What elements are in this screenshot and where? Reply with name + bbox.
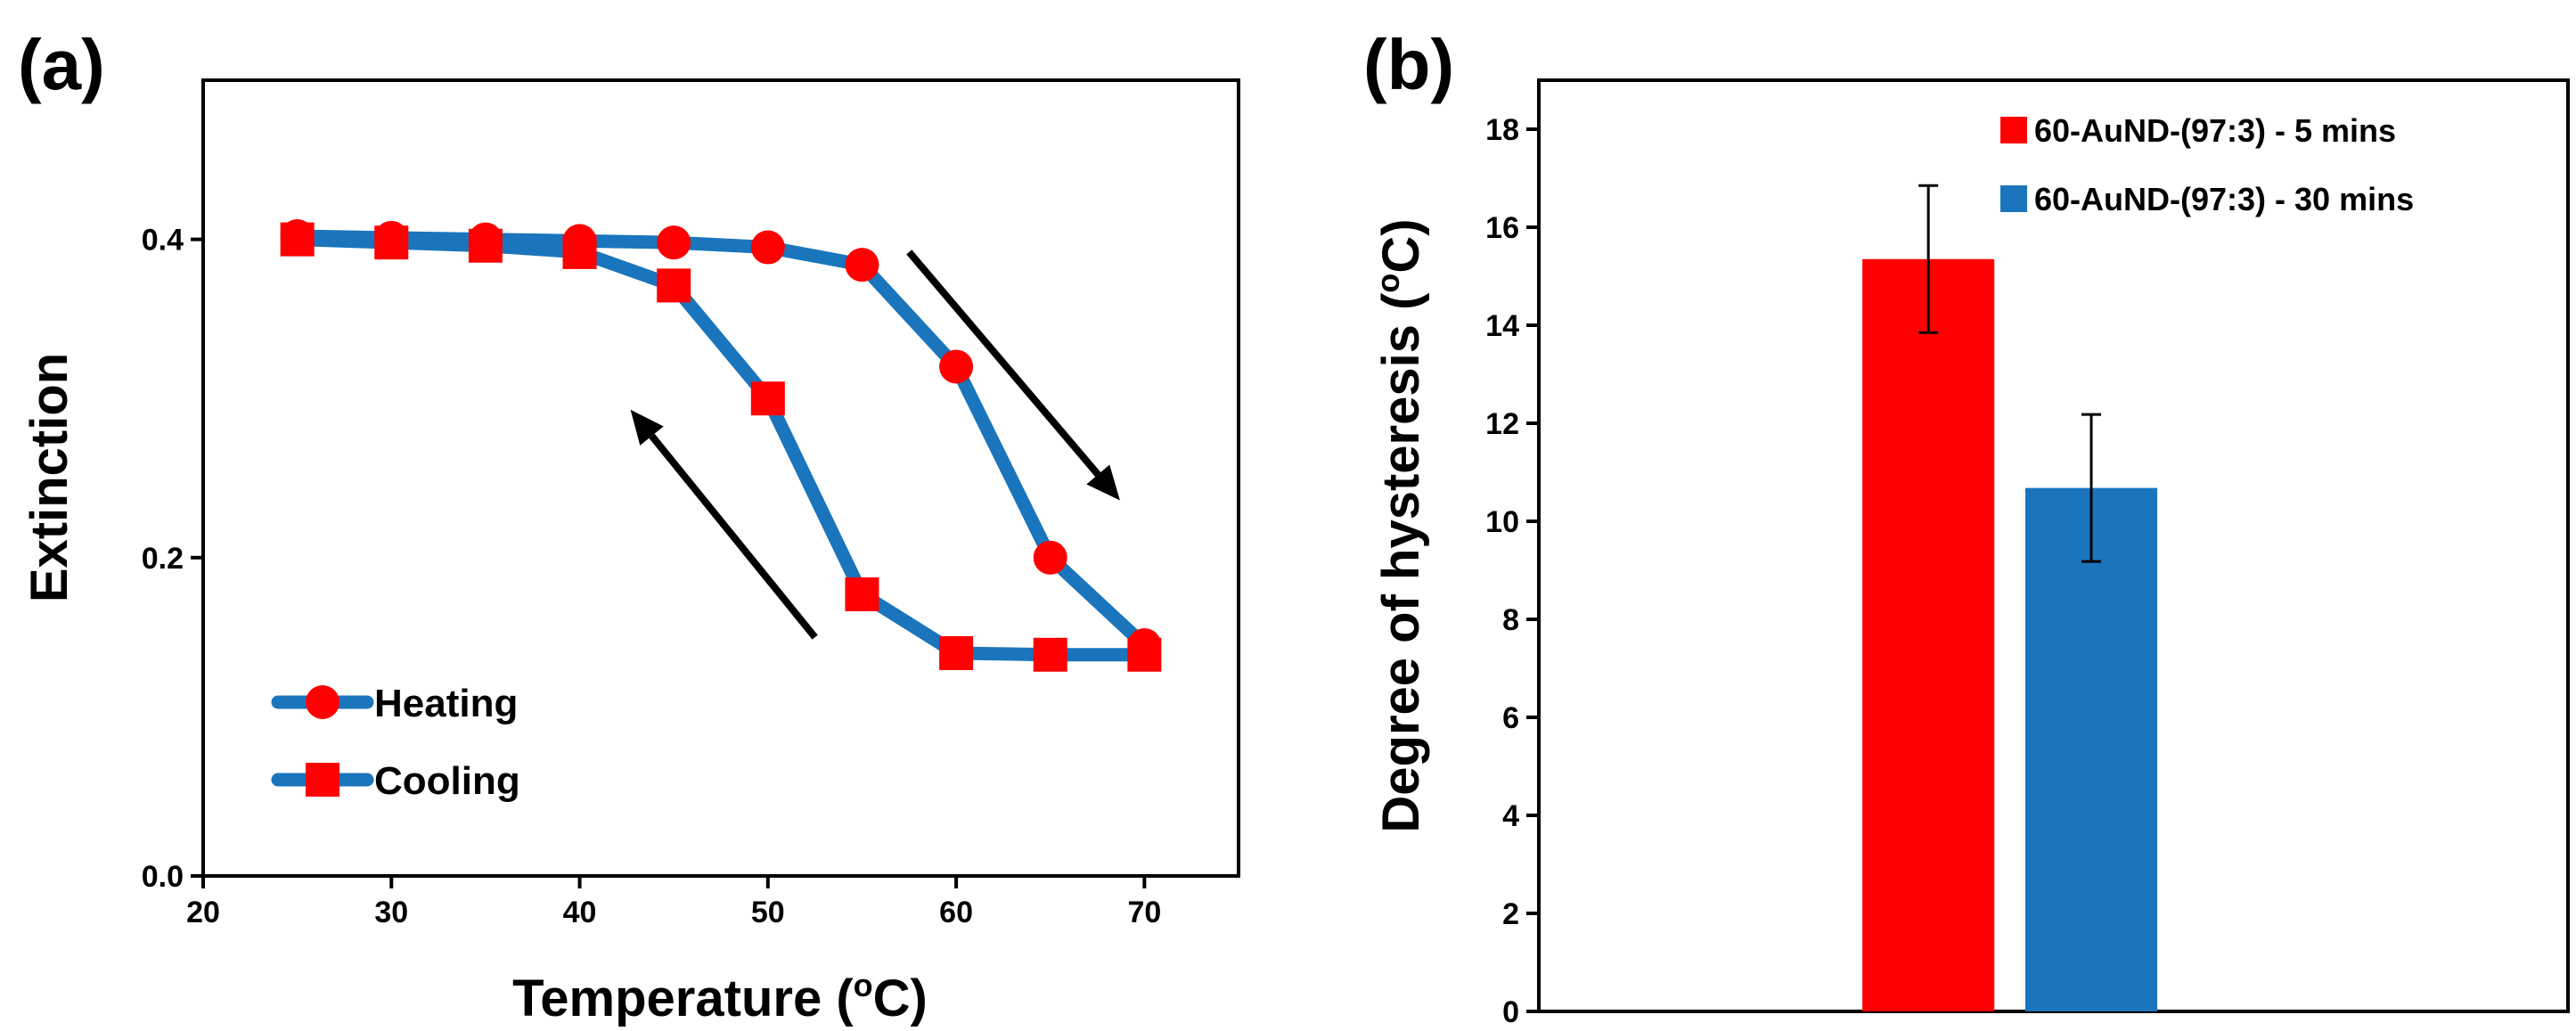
bar-30-mins (2024, 487, 2158, 1011)
legend-30min-swatch (2000, 185, 2027, 212)
y-tick-label-b: 2 (1502, 897, 1519, 931)
legend-a: Heating Cooling (271, 682, 520, 803)
heating-point (562, 224, 597, 258)
legend-heating-label: Heating (374, 682, 518, 725)
y-tick-label-b: 14 (1485, 309, 1519, 343)
x-tick-label-a: 40 (563, 896, 597, 929)
legend-5min-swatch (2000, 117, 2027, 143)
y-tick-label-b: 12 (1485, 407, 1519, 441)
cooling-point (845, 577, 879, 611)
y-axis-title-b: Degree of hysteresis (oC) (1370, 218, 1430, 832)
y-tick-label-b: 0 (1502, 995, 1519, 1029)
series-group-a (280, 219, 1162, 672)
arrow-head-heating (1086, 464, 1120, 501)
y-axis-ticks-b: 0 2 4 6 8 10 12 14 16 18 (1485, 113, 1539, 1029)
legend-5min: 60-AuND-(97:3) - 5 mins (2000, 112, 2396, 149)
x-tick-label-a: 50 (751, 896, 785, 929)
heating-point (657, 225, 691, 260)
y-tick-label-b: 6 (1502, 701, 1519, 735)
legend-cooling-marker (306, 763, 339, 797)
heating-point (280, 219, 315, 254)
heating-point (1033, 540, 1067, 575)
y-axis-title-a: Extinction (20, 353, 78, 602)
direction-arrows (630, 250, 1120, 640)
legend-b: 60-AuND-(97:3) - 5 mins 60-AuND-(97:3) -… (2000, 112, 2414, 217)
x-tick-label-a: 20 (186, 896, 220, 929)
cooling-point (657, 268, 691, 303)
legend-30min-label: 60-AuND-(97:3) - 30 mins (2034, 181, 2414, 217)
bar-5-mins (1862, 258, 1995, 1011)
arrow-shaft-cooling (649, 433, 818, 640)
arrow-shaft-heating (906, 250, 1101, 478)
y-tick-label-b: 18 (1485, 113, 1519, 147)
x-tick-label-a: 60 (939, 896, 973, 929)
legend-30min: 60-AuND-(97:3) - 30 mins (2000, 181, 2414, 217)
legend-5min-label: 60-AuND-(97:3) - 5 mins (2034, 112, 2396, 149)
cooling-point (750, 381, 785, 416)
cooling-point (1033, 637, 1067, 672)
legend-cooling: Cooling (271, 759, 520, 803)
x-tick-label-a: 30 (374, 896, 408, 929)
heating-point (845, 248, 879, 282)
arrow-head-cooling (630, 409, 664, 446)
x-axis-title-a: Temperature (oC) (512, 967, 928, 1027)
cooling-point (939, 635, 974, 670)
legend-heating: Heating (271, 682, 518, 725)
bars-b (1862, 184, 2158, 1011)
panel-a-label: (a) (18, 25, 105, 104)
legend-cooling-label: Cooling (374, 759, 520, 803)
y-axis-ticks-a: 0.0 0.2 0.4 (142, 224, 203, 894)
heating-point (374, 220, 409, 255)
panel-b-bar-chart: (b) 0 2 4 6 8 10 12 14 16 18 Degree of hysteresis… (1363, 25, 2570, 1029)
heating-point (1127, 628, 1162, 663)
y-tick-label-b: 8 (1502, 603, 1519, 637)
y-tick-label-b: 16 (1485, 211, 1519, 245)
y-tick-label-a: 0.2 (142, 542, 184, 576)
y-tick-label-a: 0.0 (142, 860, 184, 894)
panel-b-label: (b) (1363, 25, 1454, 104)
heating-point (750, 230, 785, 265)
y-tick-label-b: 4 (1502, 799, 1519, 833)
x-axis-ticks-a: 20 30 40 50 60 70 (186, 876, 1161, 929)
y-tick-label-b: 10 (1485, 505, 1519, 539)
x-tick-label-a: 70 (1127, 896, 1161, 929)
legend-heating-marker (306, 685, 339, 719)
series-line-heating (290, 229, 1151, 652)
heating-point (468, 222, 503, 257)
y-tick-label-a: 0.4 (142, 224, 184, 258)
heating-point (939, 349, 974, 384)
panel-a-line-chart: (a) 0.0 0.2 0.4 20 30 40 50 60 70 Extinction Te… (18, 25, 1240, 1027)
plot-area-a (201, 78, 1240, 878)
